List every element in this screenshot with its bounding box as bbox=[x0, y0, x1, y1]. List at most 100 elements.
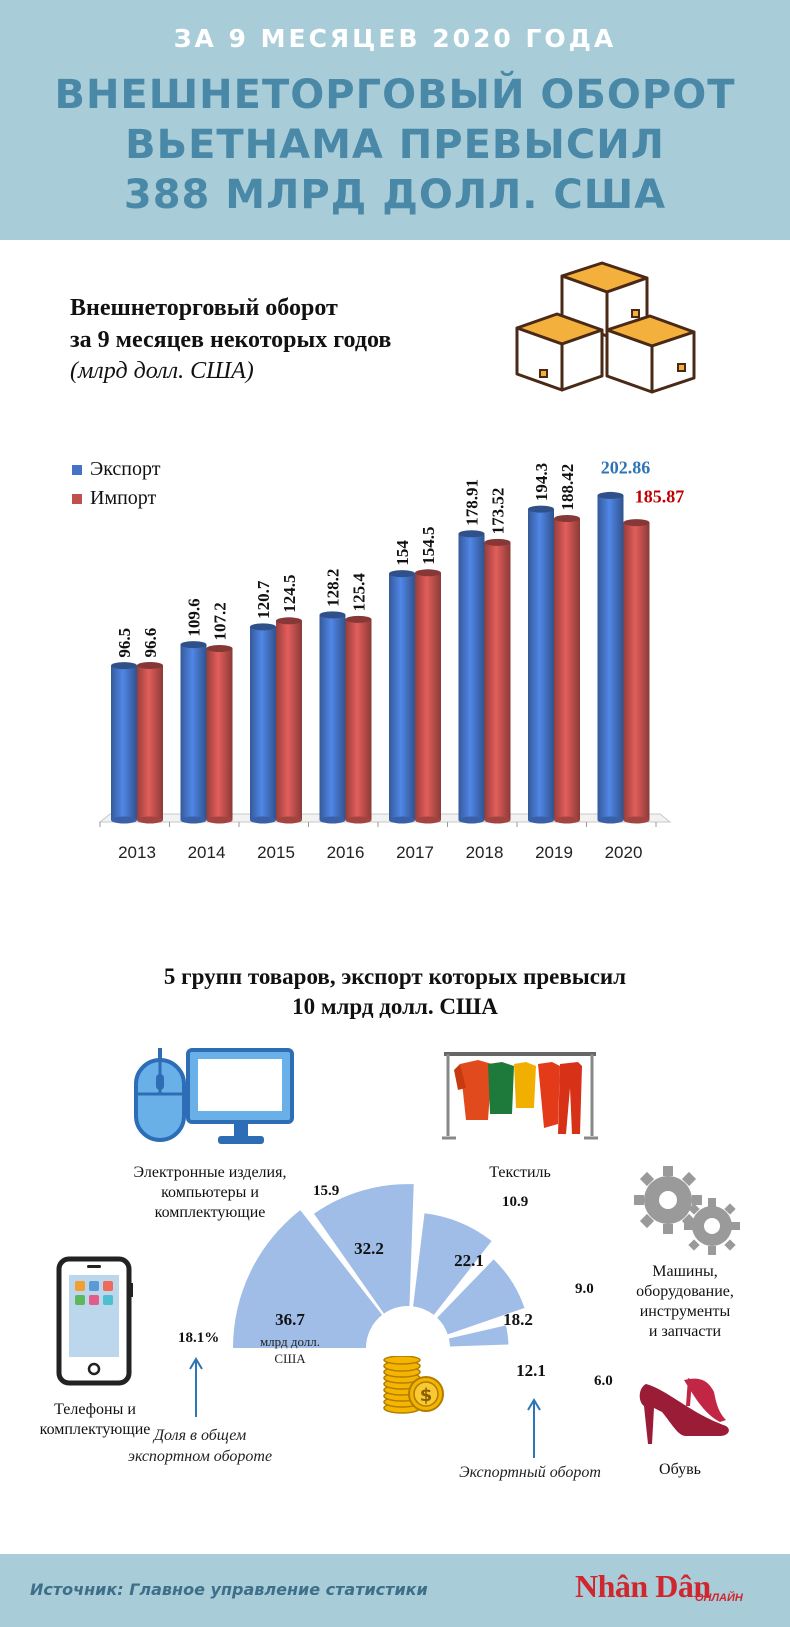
bar-base bbox=[137, 816, 163, 824]
share-phones: 18.1% bbox=[178, 1330, 220, 1346]
bar-top bbox=[319, 611, 346, 619]
footer: Источник: Главное управление статистики … bbox=[0, 1554, 790, 1627]
bar-import bbox=[554, 518, 580, 820]
x-tick-label: 2017 bbox=[396, 843, 434, 862]
bar-export bbox=[319, 614, 346, 820]
arrow-up-icon bbox=[527, 1398, 541, 1458]
legend-swatch-export bbox=[72, 464, 82, 475]
bar-top bbox=[597, 491, 624, 499]
label-line: компьютеры и bbox=[161, 1184, 259, 1201]
bar-top bbox=[111, 662, 137, 670]
bar-top bbox=[276, 617, 302, 625]
sector bbox=[233, 1210, 383, 1348]
sector-value-label: 12.1 bbox=[516, 1361, 546, 1380]
x-tick-label: 2013 bbox=[118, 843, 156, 862]
bar-value-label: 188.42 bbox=[558, 464, 577, 511]
label-line: оборудование, bbox=[636, 1283, 734, 1300]
label-line: Машины, bbox=[652, 1263, 718, 1280]
sector bbox=[313, 1184, 414, 1314]
bar-chart-unit: (млрд долл. США) bbox=[70, 358, 254, 384]
bar-base bbox=[276, 816, 302, 824]
sector-value-label: 32.2 bbox=[354, 1239, 384, 1258]
bar-top bbox=[137, 661, 163, 669]
label-line: и запчасти bbox=[648, 1323, 722, 1340]
bar-export bbox=[597, 495, 624, 820]
label-electronics: Электронные изделия, компьютеры и компле… bbox=[115, 1163, 305, 1223]
share-electronics: 15.9 bbox=[313, 1183, 340, 1199]
bar-import bbox=[484, 542, 511, 820]
legend-label-export: Экспорт bbox=[90, 458, 161, 480]
nhandan-logo-online: ОНЛАЙН bbox=[695, 1592, 743, 1604]
legend-item-import: Импорт bbox=[72, 484, 160, 513]
bar-chart: 96.5 96.6 2013 109.6 107.2 2014 120.7 124.5 2015… bbox=[98, 457, 685, 862]
boxes-icon bbox=[515, 261, 696, 394]
bar-value-label: 124.5 bbox=[280, 575, 299, 613]
sector-unit-label: млрд долл. bbox=[260, 1334, 320, 1349]
bar-base bbox=[319, 816, 346, 824]
arrow-up-icon bbox=[189, 1357, 203, 1417]
header-title: ВНЕШНЕТОРГОВЫЙ ОБОРОТ ВЬЕТНАМА ПРЕВЫСИЛ … bbox=[0, 70, 790, 220]
bar-base bbox=[206, 816, 233, 824]
bar-base bbox=[345, 816, 372, 824]
header-title-line: ВНЕШНЕТОРГОВЫЙ ОБОРОТ bbox=[54, 72, 736, 118]
phone-icon bbox=[56, 1256, 133, 1386]
bar-value-label: 107.2 bbox=[211, 602, 230, 640]
sector-unit-label: США bbox=[274, 1351, 306, 1366]
header-banner: ЗА 9 МЕСЯЦЕВ 2020 ГОДА ВНЕШНЕТОРГОВЫЙ ОБ… bbox=[0, 0, 790, 240]
label-line: Телефоны и bbox=[54, 1401, 136, 1418]
pie-chart-title-line: 10 млрд долл. США bbox=[292, 994, 498, 1019]
label-machines: Машины, оборудование, инструменты и запч… bbox=[615, 1262, 755, 1342]
bar-top bbox=[484, 538, 511, 546]
bar-top bbox=[250, 623, 276, 631]
shoe-icon bbox=[639, 1378, 729, 1444]
bar-chart-legend: Экспорт Импорт bbox=[72, 455, 160, 513]
sector-value-label: 22.1 bbox=[454, 1251, 484, 1270]
bar-import bbox=[276, 620, 302, 820]
note-turnover: Экспортный оборот bbox=[430, 1462, 630, 1483]
label-line: комплектующие bbox=[154, 1204, 266, 1221]
x-tick-label: 2020 bbox=[605, 843, 643, 862]
bar-value-label: 173.52 bbox=[489, 488, 508, 535]
note-share: Доля в общем экспортном обороте bbox=[105, 1425, 295, 1467]
label-line: Электронные изделия, bbox=[133, 1164, 287, 1181]
note-line: экспортном обороте bbox=[127, 1448, 273, 1465]
label-line: инструменты bbox=[639, 1303, 731, 1320]
bar-top bbox=[180, 641, 207, 649]
bar-top bbox=[554, 515, 580, 523]
note-line: Экспортный оборот bbox=[459, 1464, 601, 1481]
bar-export bbox=[458, 533, 485, 820]
sector-value-label: 18.2 bbox=[503, 1310, 533, 1329]
bar-top bbox=[458, 530, 485, 538]
share-machines: 9.0 bbox=[575, 1281, 594, 1297]
note-line: Доля в общем bbox=[153, 1427, 247, 1444]
bar-base bbox=[597, 816, 624, 824]
bar-base bbox=[389, 816, 415, 824]
bar-value-label: 96.6 bbox=[141, 628, 160, 658]
header-subtitle: ЗА 9 МЕСЯЦЕВ 2020 ГОДА bbox=[173, 24, 617, 53]
bar-base bbox=[111, 816, 137, 824]
bar-value-label: 96.5 bbox=[115, 628, 134, 658]
x-tick-label: 2018 bbox=[466, 843, 504, 862]
share-textile: 10.9 bbox=[502, 1194, 529, 1210]
bar-value-label: 178.91 bbox=[463, 479, 482, 526]
bar-value-label: 154.5 bbox=[419, 527, 438, 565]
bar-top bbox=[206, 644, 233, 652]
header-title-line: 388 МЛРД ДОЛЛ. США bbox=[123, 172, 667, 218]
bar-export bbox=[389, 573, 415, 820]
bar-top bbox=[389, 570, 415, 578]
sector bbox=[437, 1259, 525, 1335]
nhandan-logo: Nhân Dân bbox=[575, 1568, 711, 1604]
bar-value-label: 194.3 bbox=[532, 463, 551, 501]
bar-import bbox=[137, 665, 163, 820]
source-text: Источник: Главное управление статистики bbox=[30, 1580, 428, 1599]
label-shoes: Обувь bbox=[630, 1460, 730, 1480]
bar-value-label: 185.87 bbox=[635, 487, 685, 507]
bar-base bbox=[528, 816, 554, 824]
bar-import bbox=[623, 522, 650, 820]
label-line: Текстиль bbox=[489, 1164, 551, 1181]
bar-base bbox=[484, 816, 511, 824]
bar-value-label: 109.6 bbox=[185, 598, 204, 636]
sector bbox=[413, 1213, 492, 1315]
bar-value-label: 154 bbox=[393, 540, 412, 566]
